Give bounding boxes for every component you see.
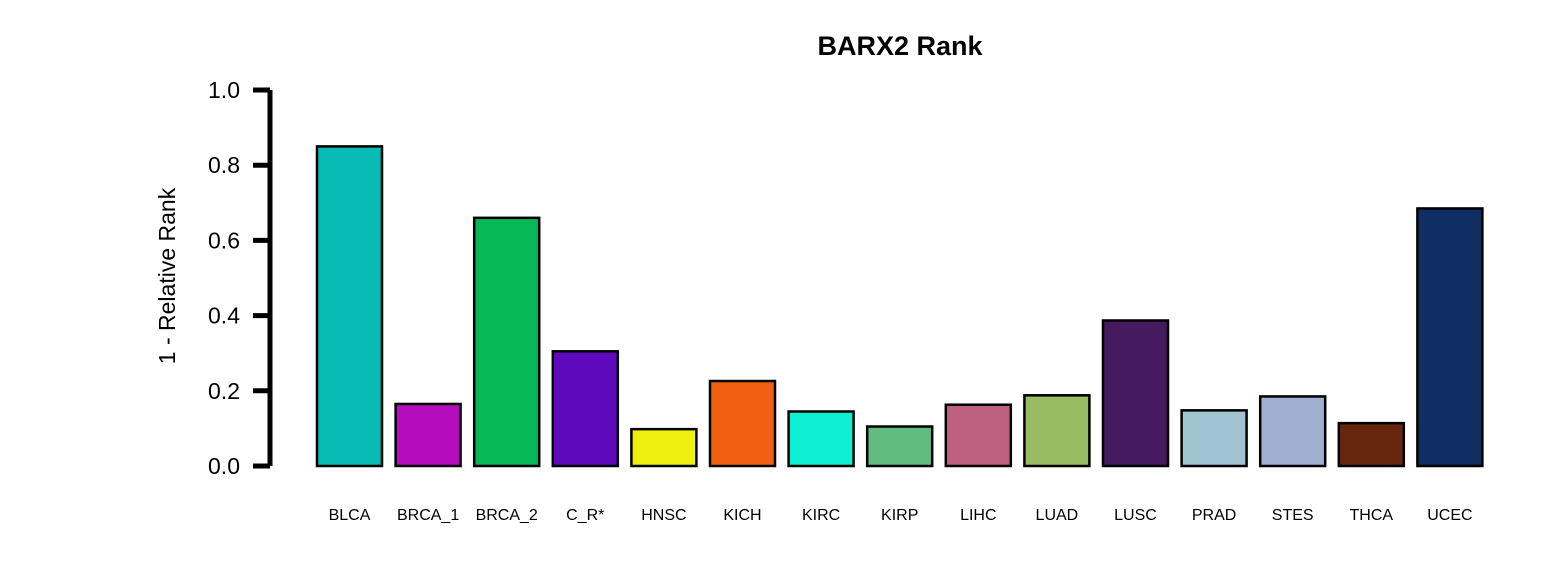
bar-kich <box>708 379 777 468</box>
x-tick-label: BLCA <box>329 507 371 524</box>
x-tick-label: KIRP <box>881 507 918 524</box>
bar-prad <box>1180 409 1248 468</box>
y-tick-label: 0.0 <box>208 453 240 479</box>
chart-title: BARX2 Rank <box>817 31 983 61</box>
x-tick-label: C_R* <box>566 507 604 524</box>
x-tick-label: HNSC <box>641 507 686 524</box>
bar-ucec <box>1416 207 1484 468</box>
bar-kirc <box>787 410 855 468</box>
bar-lusc <box>1101 319 1170 468</box>
x-tick-label: LIHC <box>960 507 996 524</box>
y-axis-label: 1 - Relative Rank <box>154 187 180 364</box>
y-axis: 0.0 0.2 0.4 0.6 0.8 1.0 <box>208 77 273 479</box>
bar-thca <box>1337 421 1406 468</box>
x-axis-labels: BLCA BRCA_1 BRCA_2 C_R* HNSC KICH KIRC KIRP LIHC… <box>329 507 1473 524</box>
bar-hnsc <box>630 427 698 468</box>
x-tick-label: BRCA_1 <box>397 507 459 524</box>
y-tick-label: 0.6 <box>208 227 240 253</box>
y-tick-label: 0.4 <box>208 303 240 329</box>
bar-luad <box>1023 394 1091 468</box>
x-tick-label: LUSC <box>1114 507 1157 524</box>
x-tick-label: PRAD <box>1192 507 1236 524</box>
bar-brca-1 <box>394 402 462 468</box>
bar-c-r <box>551 350 620 468</box>
bar-kirp <box>865 425 934 468</box>
x-tick-label: KIRC <box>802 507 840 524</box>
bars-group <box>315 145 1484 468</box>
x-tick-label: KICH <box>723 507 761 524</box>
bar-stes <box>1258 395 1327 468</box>
y-tick-label: 1.0 <box>208 77 240 103</box>
bar-blca <box>315 145 384 468</box>
y-tick-label: 0.2 <box>208 378 240 404</box>
x-tick-label: STES <box>1272 507 1314 524</box>
bar-lihc <box>944 403 1013 468</box>
bar-brca-2 <box>472 216 541 468</box>
x-tick-label: UCEC <box>1427 507 1472 524</box>
x-tick-label: LUAD <box>1036 507 1079 524</box>
x-tick-label: BRCA_2 <box>476 507 538 524</box>
x-tick-label: THCA <box>1350 507 1394 524</box>
y-tick-label: 0.8 <box>208 152 240 178</box>
